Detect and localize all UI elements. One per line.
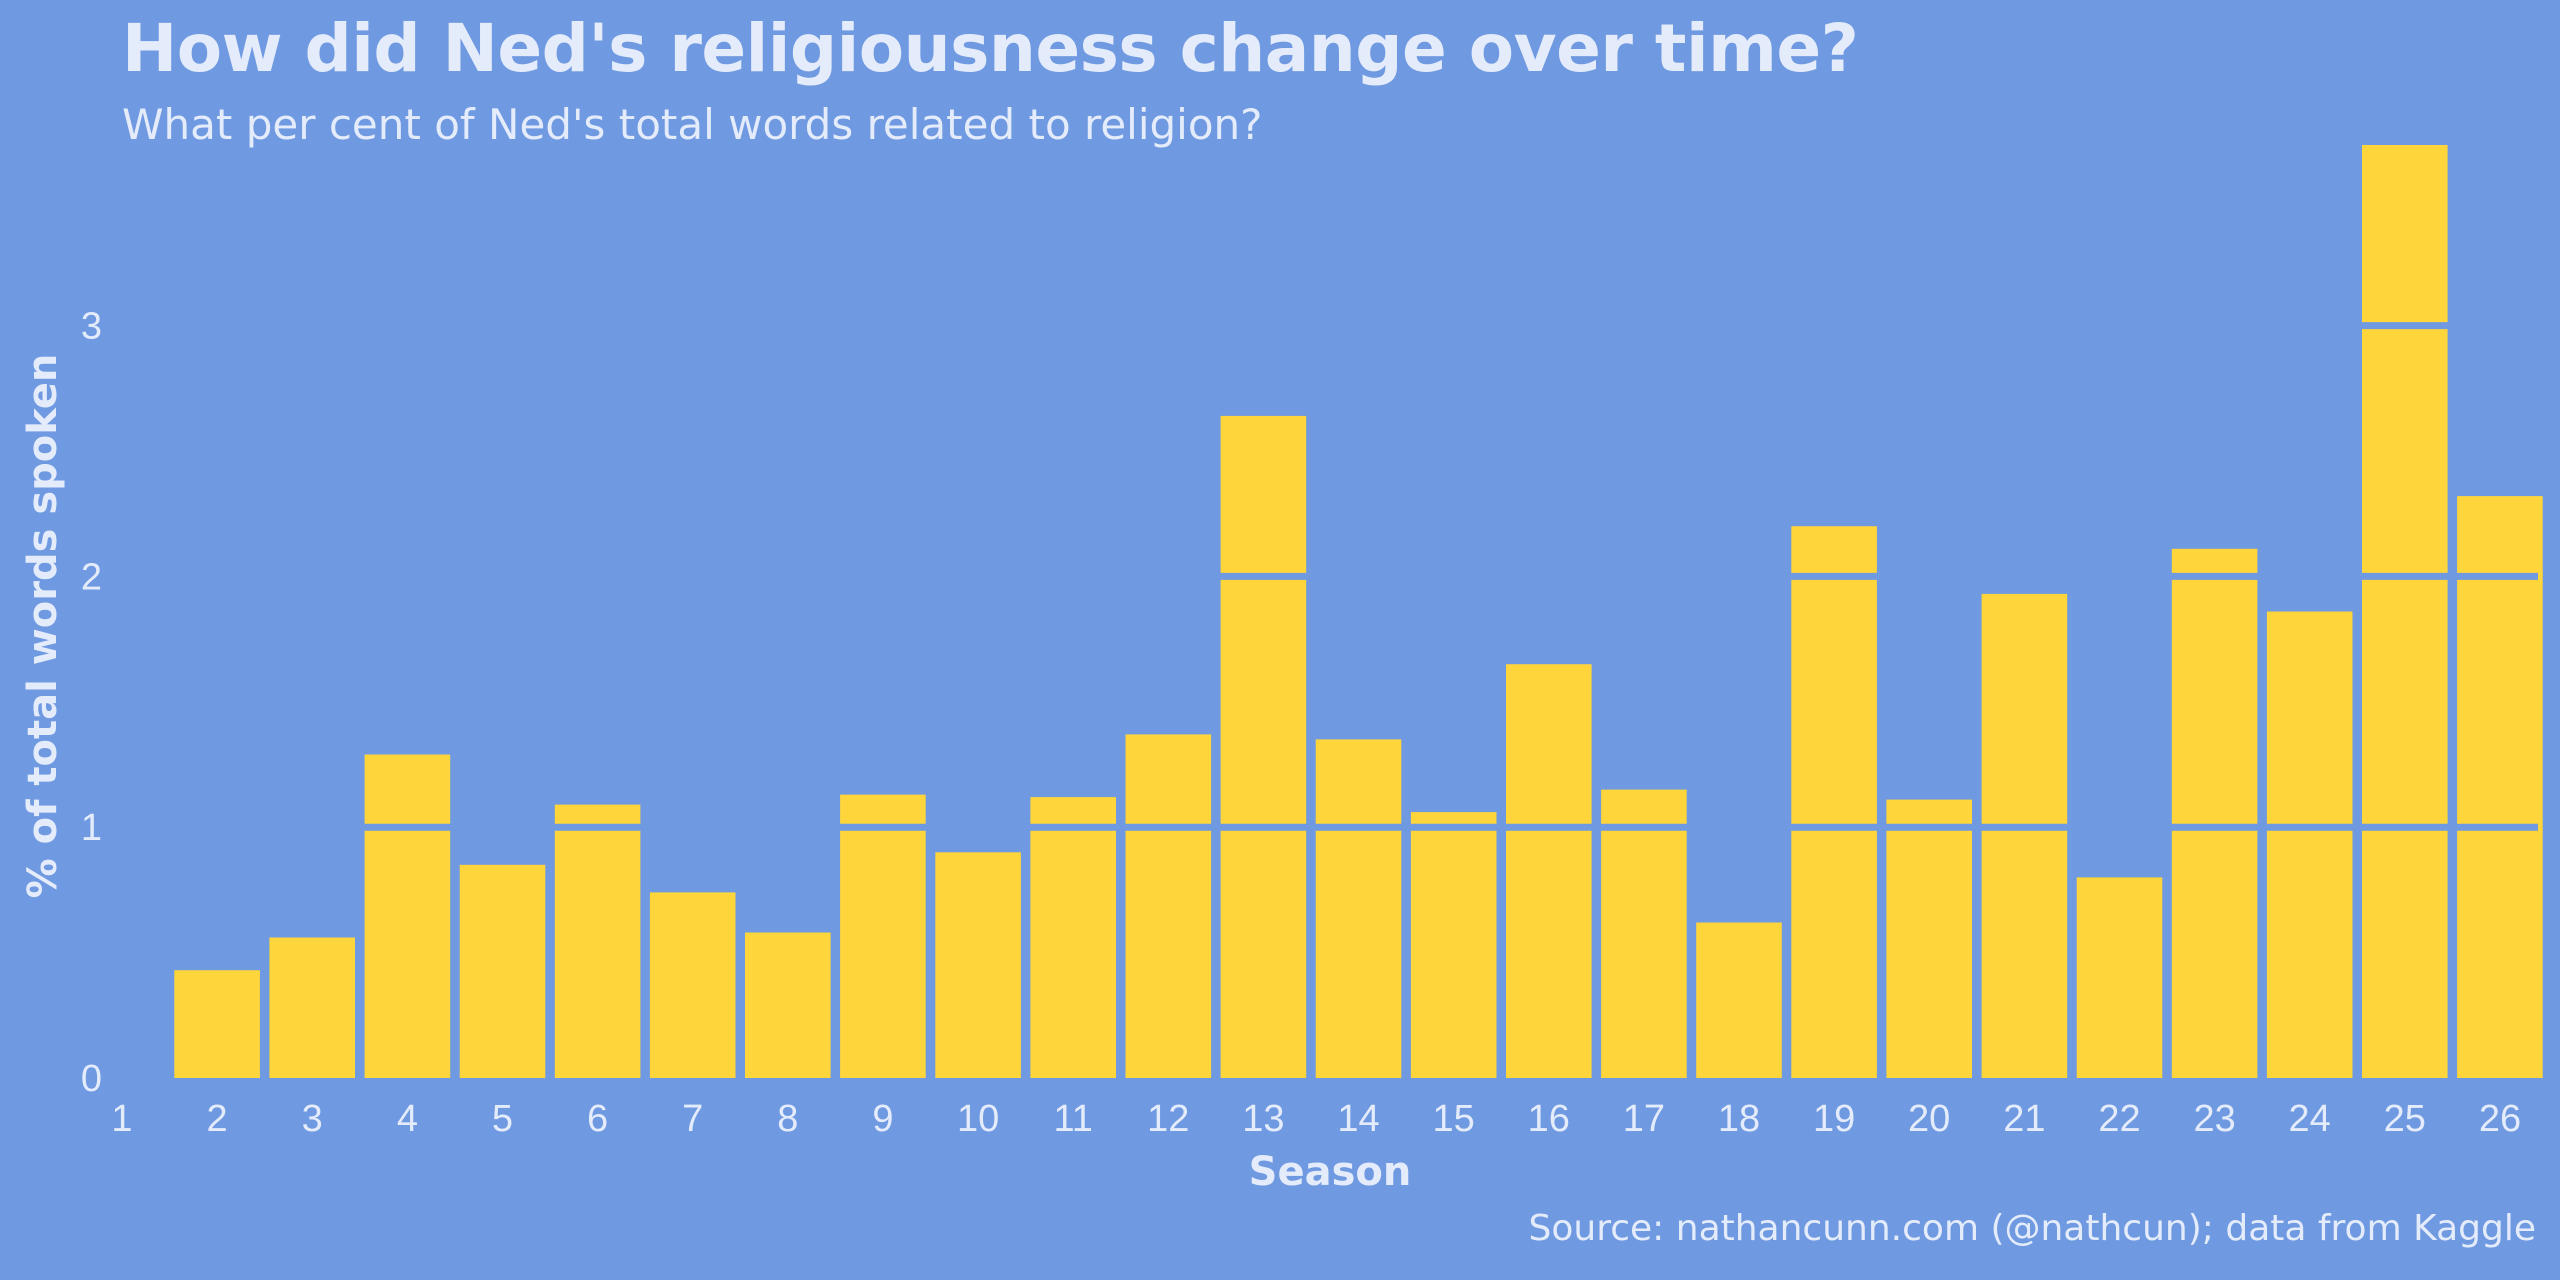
- bar-season-2: [174, 970, 260, 1078]
- x-tick-label-20: 20: [1908, 1098, 1950, 1140]
- bar-season-8: [745, 932, 831, 1078]
- bar-season-3: [269, 937, 355, 1078]
- x-tick-label-25: 25: [2384, 1098, 2426, 1140]
- x-tick-label-15: 15: [1433, 1098, 1475, 1140]
- x-tick-label-21: 21: [2003, 1098, 2045, 1140]
- y-tick-label-3: 3: [81, 306, 102, 348]
- bar-season-24: [2266, 611, 2353, 1078]
- bar-season-17: [1601, 789, 1687, 1078]
- bar-season-7: [649, 892, 736, 1078]
- y-tick-label-0: 0: [81, 1058, 102, 1100]
- x-tick-label-17: 17: [1623, 1098, 1665, 1140]
- bar-season-6: [554, 804, 641, 1078]
- bar-season-21: [1981, 593, 2068, 1078]
- source-note: Source: nathancunn.com (@nathcun); data …: [1528, 1208, 2536, 1249]
- y-tick-labels: 0 1 2 3: [81, 306, 102, 1100]
- x-tick-label-19: 19: [1813, 1098, 1855, 1140]
- bar-season-9: [840, 794, 926, 1078]
- x-tick-label-10: 10: [957, 1098, 999, 1140]
- x-tick-label-18: 18: [1718, 1098, 1760, 1140]
- x-tick-label-2: 2: [207, 1098, 228, 1140]
- bar-season-10: [935, 852, 1021, 1078]
- x-tick-label-1: 1: [111, 1098, 132, 1140]
- x-tick-label-13: 13: [1242, 1098, 1284, 1140]
- bar-season-18: [1696, 922, 1782, 1078]
- x-tick-label-4: 4: [397, 1098, 418, 1140]
- bar-season-16: [1506, 664, 1592, 1078]
- x-tick-label-14: 14: [1337, 1098, 1379, 1140]
- x-axis-title: Season: [1249, 1149, 1412, 1195]
- bar-season-15: [1410, 812, 1497, 1078]
- bar-season-4: [364, 754, 451, 1078]
- bar-season-14: [1315, 739, 1402, 1078]
- chart-subtitle: What per cent of Ned's total words relat…: [122, 100, 1263, 149]
- x-tick-label-11: 11: [1053, 1098, 1092, 1140]
- bar-season-23: [2171, 548, 2258, 1078]
- x-tick-label-22: 22: [2098, 1098, 2140, 1140]
- x-tick-label-24: 24: [2289, 1098, 2331, 1140]
- x-tick-label-9: 9: [872, 1098, 893, 1140]
- x-tick-label-23: 23: [2193, 1098, 2235, 1140]
- x-tick-label-16: 16: [1528, 1098, 1570, 1140]
- x-tick-label-7: 7: [682, 1098, 703, 1140]
- x-tick-label-8: 8: [777, 1098, 798, 1140]
- bar-season-20: [1886, 799, 1972, 1078]
- bar-season-11: [1030, 797, 1116, 1078]
- gridlines-group: [122, 322, 2538, 831]
- bars-group: [174, 145, 2543, 1079]
- bar-season-19: [1791, 526, 1877, 1078]
- bar-season-22: [2076, 877, 2163, 1078]
- x-tick-label-3: 3: [302, 1098, 323, 1140]
- bar-season-13: [1220, 415, 1307, 1078]
- x-tick-label-26: 26: [2479, 1098, 2521, 1140]
- bar-season-5: [459, 864, 546, 1078]
- x-tick-label-5: 5: [492, 1098, 513, 1140]
- chart-title: How did Ned's religiousness change over …: [122, 10, 1859, 87]
- x-tick-label-6: 6: [587, 1098, 608, 1140]
- bar-season-25: [2362, 145, 2448, 1078]
- x-tick-label-12: 12: [1147, 1098, 1189, 1140]
- x-tick-labels: 1 2 3 4 5 6 7 8 9 10 11 12 13 14 15 16 17 18 19 20 21 22 23 24 2…: [111, 1098, 2521, 1140]
- y-tick-label-1: 1: [81, 807, 102, 849]
- y-tick-label-2: 2: [81, 556, 102, 598]
- y-axis-title: % of total words spoken: [20, 354, 66, 899]
- bar-season-26: [2457, 496, 2543, 1079]
- bar-season-12: [1125, 734, 1212, 1078]
